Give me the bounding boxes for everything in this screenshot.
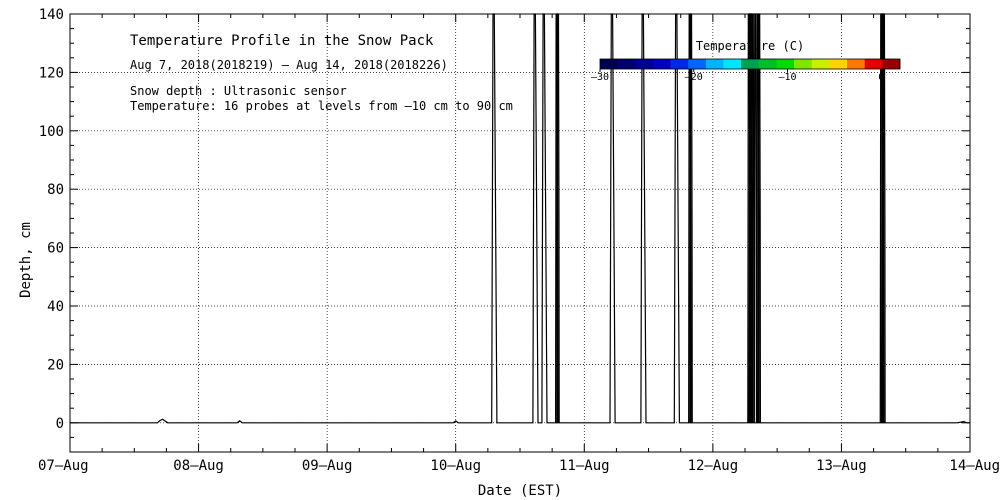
colorbar-swatch [600, 59, 618, 69]
colorbar-swatch [652, 59, 671, 69]
colorbar-swatch [864, 59, 883, 69]
x-tick-label: 12–Aug [688, 458, 739, 474]
colorbar-tick-label: –30 [591, 72, 609, 83]
x-tick-label: 14–Aug [949, 458, 1000, 474]
x-tick-label: 08–Aug [173, 458, 224, 474]
x-tick-label: 07–Aug [38, 458, 89, 474]
chart-subtitle: Aug 7, 2018(2018219) – Aug 14, 2018(2018… [130, 58, 448, 72]
colorbar-swatch [758, 59, 777, 69]
colorbar-swatch [776, 59, 795, 69]
y-tick-label: 140 [39, 7, 64, 23]
y-tick-label: 20 [47, 357, 64, 373]
data-lines [70, 13, 970, 424]
colorbar-swatch [723, 59, 742, 69]
snow-depth-line [70, 13, 970, 424]
colorbar-label: Temperature (C) [696, 39, 804, 53]
x-tick-label: 11–Aug [559, 458, 610, 474]
colorbar-swatch [882, 59, 901, 69]
note-temperature: Temperature: 16 probes at levels from –1… [130, 99, 513, 113]
y-tick-label: 80 [47, 182, 64, 198]
y-tick-label: 60 [47, 241, 64, 257]
colorbar-swatch [847, 59, 866, 69]
plot-frame [69, 13, 971, 453]
y-tick-label: 40 [47, 299, 64, 315]
x-tick-label: 09–Aug [302, 458, 353, 474]
x-axis-label: Date (EST) [478, 483, 562, 499]
snow-depth-spike [753, 13, 758, 423]
colorbar-tick-label: 0 [878, 72, 884, 83]
colorbar-swatch [688, 59, 707, 69]
colorbar-swatch [811, 59, 830, 69]
colorbar-swatch [829, 59, 848, 69]
y-tick-label: 120 [39, 65, 64, 81]
y-ticks: 0 20 40 60 80 100 120 140 [39, 7, 970, 453]
x-ticks: 07–Aug 08–Aug 09–Aug 10–Aug 11–Aug 12–Aug 13–A… [38, 14, 1000, 474]
x-tick-label: 13–Aug [816, 458, 867, 474]
colorbar-tick-label: –10 [778, 72, 796, 83]
colorbar: Temperature (C) –30 –20 –10 0 [591, 39, 901, 83]
colorbar-swatch [794, 59, 813, 69]
colorbar-swatch [670, 59, 689, 69]
colorbar-swatch [635, 59, 654, 69]
colorbar-swatch [617, 59, 636, 69]
x-tick-label: 10–Aug [430, 458, 481, 474]
colorbar-frame [599, 58, 901, 70]
y-axis-label: Depth, cm [18, 222, 34, 298]
colorbar-swatch [705, 59, 724, 69]
chart-title: Temperature Profile in the Snow Pack [130, 33, 434, 49]
note-snow-depth: Snow depth : Ultrasonic sensor [130, 84, 347, 98]
grid-lines [70, 14, 970, 452]
y-tick-label: 0 [56, 416, 64, 432]
colorbar-tick-label: –20 [685, 72, 703, 83]
y-tick-label: 100 [39, 124, 64, 140]
colorbar-swatch [741, 59, 760, 69]
